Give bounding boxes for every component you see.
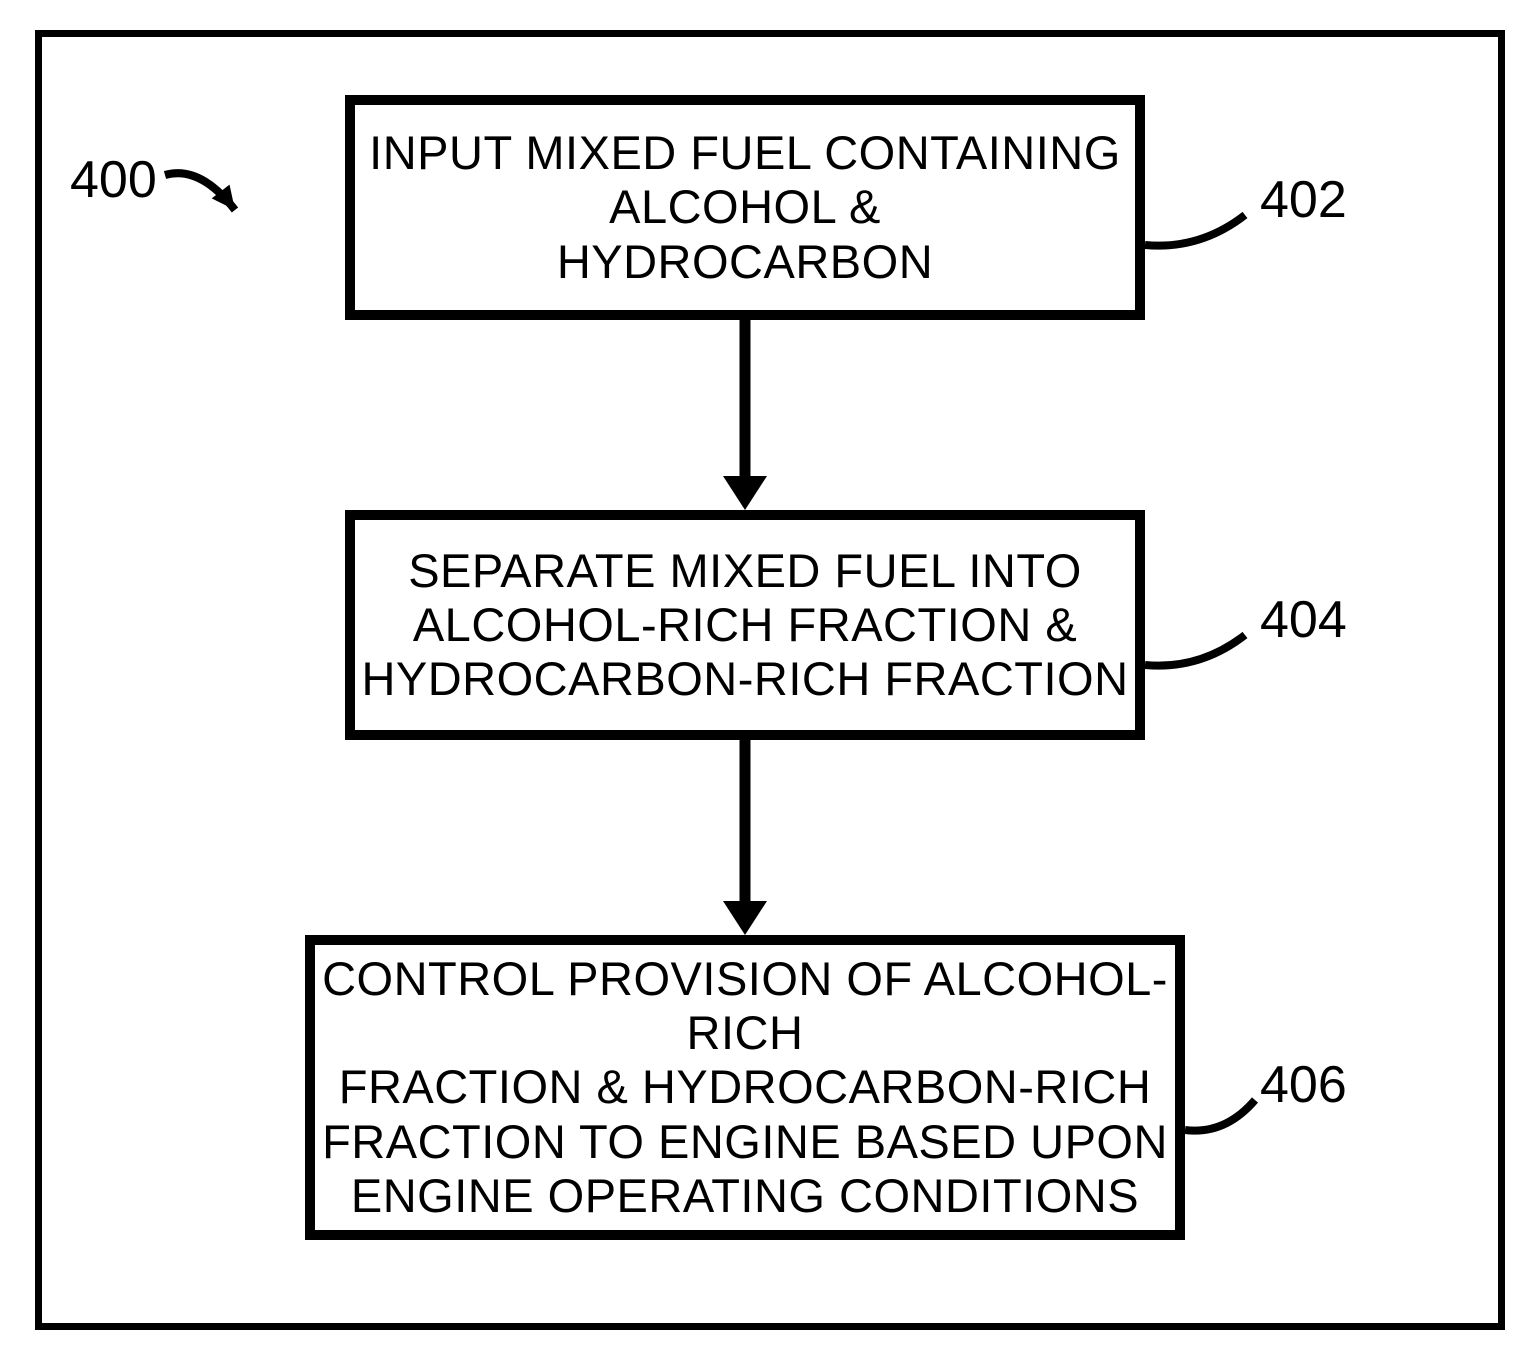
box-402-leader xyxy=(1125,195,1265,270)
box-402-text: INPUT MIXED FUEL CONTAININGALCOHOL &HYDR… xyxy=(369,126,1121,288)
box-404-ref-label: 404 xyxy=(1260,590,1347,650)
box-406: CONTROL PROVISION OF ALCOHOL-RICHFRACTIO… xyxy=(305,935,1185,1240)
box-406-leader xyxy=(1165,1080,1275,1155)
arrow-1 xyxy=(701,320,789,514)
box-402-ref-label: 402 xyxy=(1260,170,1347,230)
arrow-2 xyxy=(701,740,789,939)
figure-number-leader xyxy=(125,135,275,250)
box-402: INPUT MIXED FUEL CONTAININGALCOHOL &HYDR… xyxy=(345,95,1145,320)
box-406-text: CONTROL PROVISION OF ALCOHOL-RICHFRACTIO… xyxy=(315,952,1175,1222)
box-404: SEPARATE MIXED FUEL INTOALCOHOL-RICH FRA… xyxy=(345,510,1145,740)
box-404-leader xyxy=(1125,615,1265,690)
box-404-text: SEPARATE MIXED FUEL INTOALCOHOL-RICH FRA… xyxy=(361,544,1128,706)
